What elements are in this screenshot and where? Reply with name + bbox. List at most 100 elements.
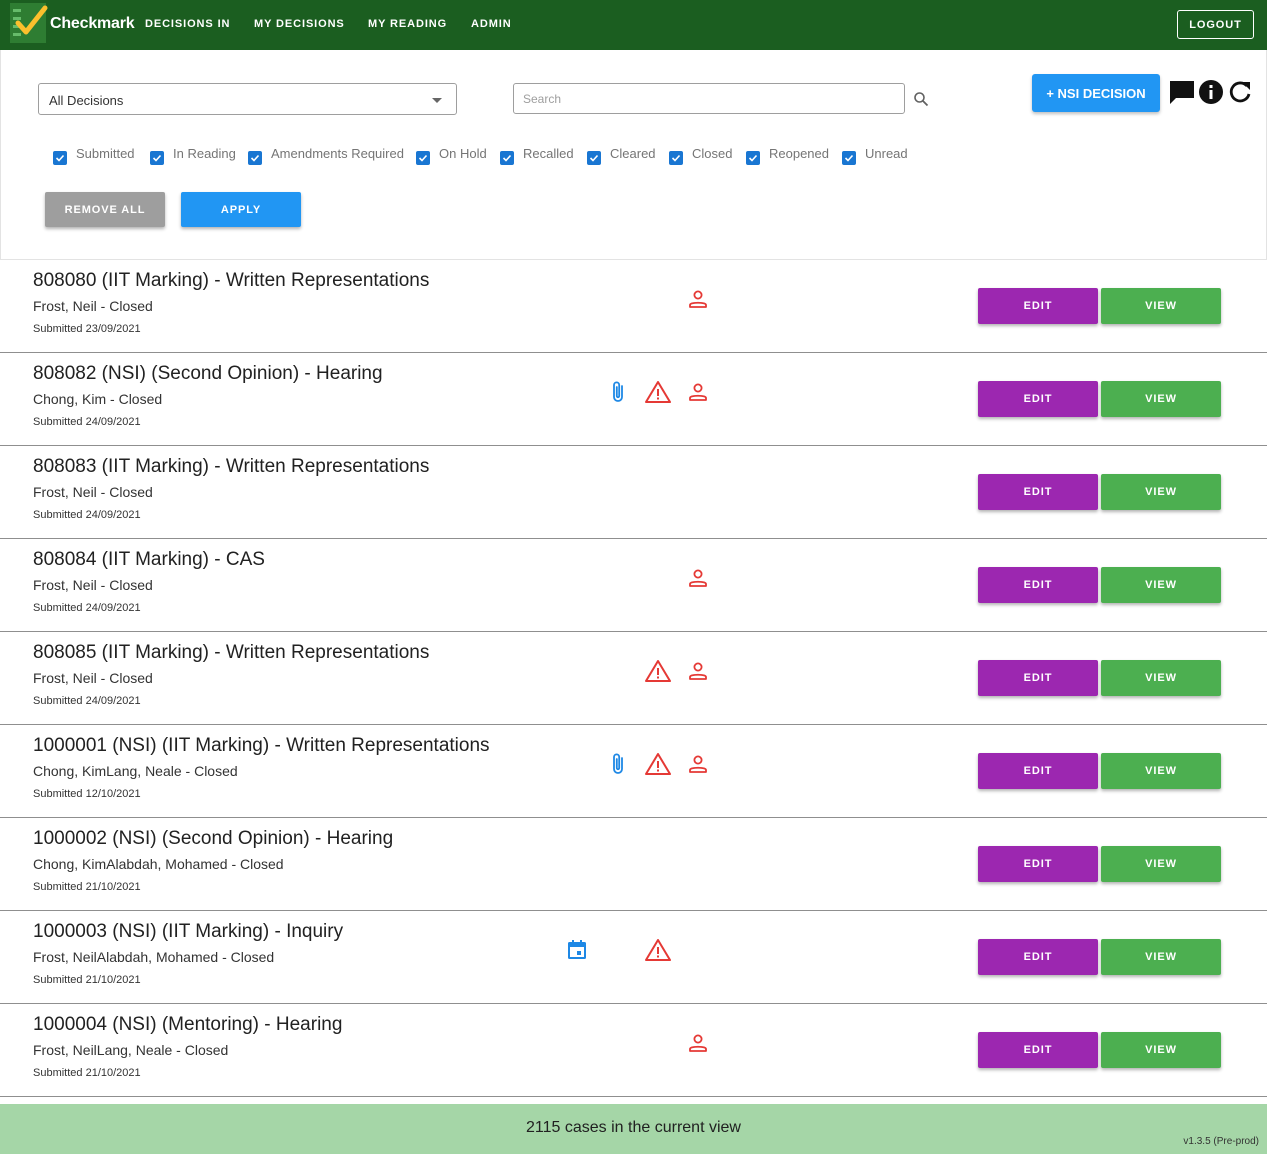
status-checkbox[interactable]: Submitted: [53, 145, 135, 165]
decision-row: 1000004 (NSI) (Mentoring) - Hearing Frost…: [0, 1004, 1267, 1097]
decision-row: 808083 (IIT Marking) - Written Represent…: [0, 446, 1267, 539]
warning-icon: [645, 380, 671, 404]
decision-submitted-date: Submitted 12/10/2021: [33, 788, 141, 800]
decision-title: 1000002 (NSI) (Second Opinion) - Hearing: [33, 828, 394, 849]
attachment-icon: [606, 380, 630, 404]
refresh-icon[interactable]: [1227, 79, 1253, 105]
top-app-bar: Checkmark DECISIONS IN MY DECISIONS MY R…: [0, 0, 1267, 50]
person-icon: [686, 1031, 710, 1055]
decision-row: 808084 (IIT Marking) - CAS Frost, Neil - …: [0, 539, 1267, 632]
checkbox-checked-icon[interactable]: [500, 151, 514, 165]
decision-people-status: Frost, Neil - Closed: [33, 298, 153, 314]
status-checkbox[interactable]: Cleared: [587, 145, 656, 165]
status-checkbox[interactable]: Amendments Required: [248, 145, 404, 165]
edit-button[interactable]: EDIT: [978, 381, 1098, 417]
warning-icon: [645, 938, 671, 962]
nav-my-decisions[interactable]: MY DECISIONS: [254, 18, 345, 30]
person-icon: [686, 566, 710, 590]
edit-button[interactable]: EDIT: [978, 846, 1098, 882]
status-checkbox-label: Reopened: [769, 145, 829, 161]
status-checkbox[interactable]: Closed: [669, 145, 732, 165]
new-nsi-decision-button[interactable]: + NSI DECISION: [1032, 74, 1160, 112]
app-title[interactable]: Checkmark: [50, 15, 135, 32]
checkbox-checked-icon[interactable]: [416, 151, 430, 165]
decision-title: 808080 (IIT Marking) - Written Represent…: [33, 270, 430, 291]
nav-my-reading[interactable]: MY READING: [368, 18, 448, 30]
decision-people-status: Frost, Neil - Closed: [33, 484, 153, 500]
decision-submitted-date: Submitted 24/09/2021: [33, 602, 141, 614]
decision-view-select[interactable]: All Decisions: [38, 83, 457, 115]
edit-button[interactable]: EDIT: [978, 1032, 1098, 1068]
status-checkbox[interactable]: Reopened: [746, 145, 829, 165]
footer-bar: 2115 cases in the current view v1.3.5 (P…: [0, 1104, 1267, 1154]
view-button[interactable]: VIEW: [1101, 381, 1221, 417]
view-button[interactable]: VIEW: [1101, 567, 1221, 603]
version-label: v1.3.5 (Pre-prod): [1183, 1136, 1259, 1147]
warning-icon: [645, 752, 671, 776]
view-button[interactable]: VIEW: [1101, 474, 1221, 510]
search-input[interactable]: [513, 83, 905, 114]
decision-title: 808082 (NSI) (Second Opinion) - Hearing: [33, 363, 383, 384]
status-checkbox-label: Recalled: [523, 145, 574, 161]
decision-row: 808080 (IIT Marking) - Written Represent…: [0, 260, 1267, 353]
status-checkbox[interactable]: Unread: [842, 145, 908, 165]
view-button[interactable]: VIEW: [1101, 846, 1221, 882]
decision-title: 808085 (IIT Marking) - Written Represent…: [33, 642, 430, 663]
edit-button[interactable]: EDIT: [978, 753, 1098, 789]
decision-people-status: Frost, Neil - Closed: [33, 577, 153, 593]
view-button[interactable]: VIEW: [1101, 1032, 1221, 1068]
status-checkbox[interactable]: On Hold: [416, 145, 487, 165]
edit-button[interactable]: EDIT: [978, 288, 1098, 324]
decision-title: 1000003 (NSI) (IIT Marking) - Inquiry: [33, 921, 344, 942]
logout-button[interactable]: LOGOUT: [1177, 10, 1254, 39]
checkbox-checked-icon[interactable]: [842, 151, 856, 165]
search-icon[interactable]: [913, 91, 929, 107]
view-button[interactable]: VIEW: [1101, 660, 1221, 696]
person-icon: [686, 659, 710, 683]
decision-submitted-date: Submitted 24/09/2021: [33, 416, 141, 428]
remove-all-button[interactable]: REMOVE ALL: [45, 192, 165, 227]
status-checkbox-label: On Hold: [439, 145, 487, 161]
attachment-icon: [606, 752, 630, 776]
edit-button[interactable]: EDIT: [978, 474, 1098, 510]
view-button[interactable]: VIEW: [1101, 939, 1221, 975]
checkmark-logo-icon[interactable]: [10, 3, 48, 43]
edit-button[interactable]: EDIT: [978, 660, 1098, 696]
decision-submitted-date: Submitted 21/10/2021: [33, 1067, 141, 1079]
checkbox-checked-icon[interactable]: [150, 151, 164, 165]
info-icon[interactable]: [1198, 79, 1224, 105]
nav-admin[interactable]: ADMIN: [471, 18, 512, 30]
decision-people-status: Frost, Neil - Closed: [33, 670, 153, 686]
status-checkbox-label: In Reading: [173, 145, 236, 161]
edit-button[interactable]: EDIT: [978, 939, 1098, 975]
decision-row: 1000002 (NSI) (Second Opinion) - Hearing…: [0, 818, 1267, 911]
decision-title: 808084 (IIT Marking) - CAS: [33, 549, 265, 570]
status-checkbox[interactable]: In Reading: [150, 145, 236, 165]
decision-submitted-date: Submitted 24/09/2021: [33, 695, 141, 707]
decision-people-status: Chong, KimLang, Neale - Closed: [33, 763, 238, 779]
dropdown-caret-icon: [432, 98, 442, 103]
status-checkbox-label: Submitted: [76, 145, 135, 161]
checkbox-checked-icon[interactable]: [587, 151, 601, 165]
nav-decisions-in[interactable]: DECISIONS IN: [145, 18, 231, 30]
checkbox-checked-icon[interactable]: [53, 151, 67, 165]
decision-submitted-date: Submitted 21/10/2021: [33, 974, 141, 986]
decision-row: 1000001 (NSI) (IIT Marking) - Written Re…: [0, 725, 1267, 818]
checkbox-checked-icon[interactable]: [746, 151, 760, 165]
status-checkbox-label: Unread: [865, 145, 908, 161]
checkbox-checked-icon[interactable]: [669, 151, 683, 165]
edit-button[interactable]: EDIT: [978, 567, 1098, 603]
status-checkbox-label: Amendments Required: [271, 145, 404, 161]
person-icon: [686, 752, 710, 776]
decision-people-status: Frost, NeilAlabdah, Mohamed - Closed: [33, 949, 275, 965]
decision-people-status: Frost, NeilLang, Neale - Closed: [33, 1042, 229, 1058]
view-button[interactable]: VIEW: [1101, 753, 1221, 789]
checkbox-checked-icon[interactable]: [248, 151, 262, 165]
status-checkbox[interactable]: Recalled: [500, 145, 574, 165]
view-button[interactable]: VIEW: [1101, 288, 1221, 324]
status-checkbox-label: Closed: [692, 145, 733, 161]
decision-row: 808085 (IIT Marking) - Written Represent…: [0, 632, 1267, 725]
apply-button[interactable]: APPLY: [181, 192, 301, 227]
comment-icon[interactable]: [1169, 79, 1195, 105]
decision-title: 1000004 (NSI) (Mentoring) - Hearing: [33, 1014, 343, 1035]
